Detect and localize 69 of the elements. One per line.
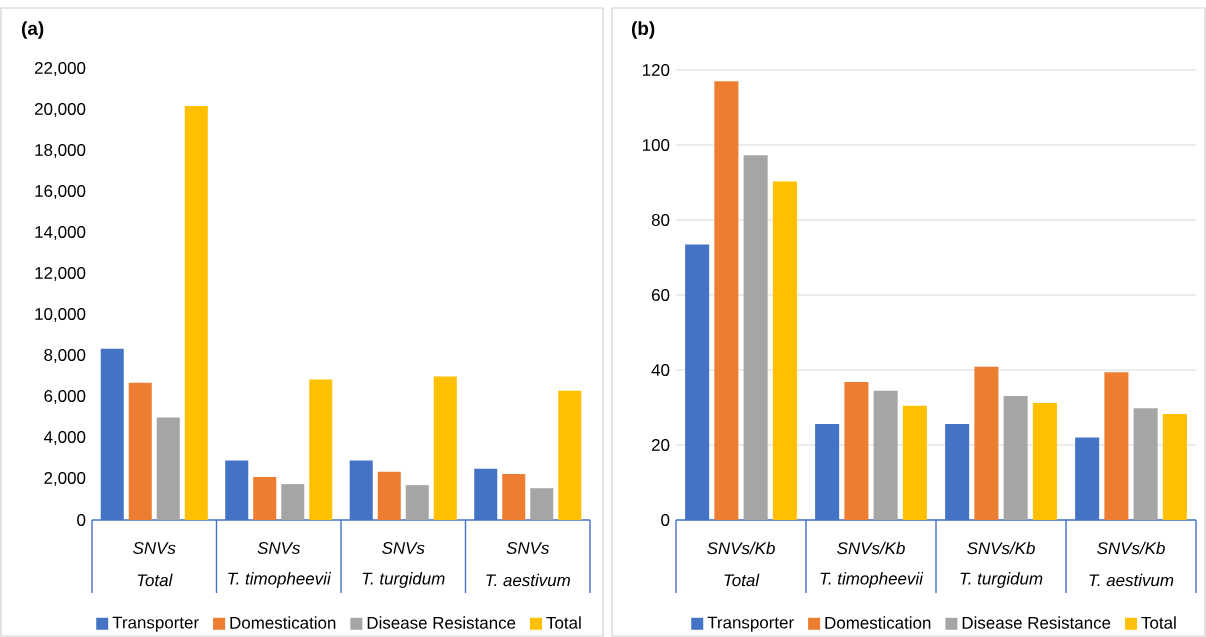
bar <box>1003 395 1028 520</box>
chart-title: (a) <box>21 21 44 39</box>
x-tick-label: T. turgidum <box>362 572 445 588</box>
bar <box>902 405 927 520</box>
legend-label: Disease Resistance <box>962 616 1111 629</box>
y-tick-label: 100 <box>642 139 670 151</box>
y-tick-label: 40 <box>651 364 670 376</box>
text: SNVs <box>506 542 550 554</box>
x-tick-label: Total <box>724 573 760 587</box>
text: SNVs/Kb <box>837 541 905 555</box>
y-tick-label: 18,000 <box>35 144 86 158</box>
y-tick-label: 14,000 <box>35 226 86 240</box>
bar <box>502 473 526 520</box>
bar <box>184 105 208 520</box>
bar <box>156 417 180 520</box>
x-tick-label: T. timopheevii <box>228 572 332 588</box>
y-tick-label: 8,000 <box>44 349 86 363</box>
y-tick-label: 10,000 <box>35 308 86 322</box>
bar <box>873 390 898 520</box>
legend-label: Transporter <box>707 616 794 632</box>
y-tick-label: 60 <box>652 289 670 301</box>
text: SNVs <box>133 542 176 554</box>
bar <box>844 382 869 520</box>
bar <box>558 390 582 520</box>
bar <box>1104 372 1129 520</box>
y-tick-label: 0 <box>77 514 86 526</box>
y-tick-label: 12,000 <box>35 267 86 281</box>
legend-label: Total <box>1141 616 1176 629</box>
bar <box>405 485 429 520</box>
bar <box>714 81 739 520</box>
y-tick-label: 4,000 <box>43 431 86 445</box>
x-tick-label: Total <box>137 573 173 587</box>
bar <box>433 376 457 520</box>
bar <box>1162 413 1187 520</box>
y-tick-label: 22,000 <box>35 62 86 76</box>
y-tick-label: 6,000 <box>44 390 86 404</box>
text: SNVs/Kb <box>1097 541 1165 555</box>
bar <box>309 379 333 520</box>
text: SNVs/Kb <box>707 541 775 555</box>
y-tick-label: 0 <box>661 514 670 526</box>
bar <box>772 181 797 520</box>
y-tick-label: 20,000 <box>35 103 86 117</box>
bar <box>377 471 401 520</box>
bar <box>253 476 277 520</box>
y-tick-label: 80 <box>651 214 670 226</box>
x-tick-label: T. timopheevii <box>820 572 924 588</box>
y-tick-label: 20 <box>651 439 670 451</box>
y-tick-label: 16,000 <box>35 185 86 199</box>
bar <box>743 155 768 520</box>
y-tick-label: 2,000 <box>44 472 86 486</box>
legend-label: Disease Resistance <box>367 616 516 629</box>
x-tick-label: T. aestivum <box>486 573 570 587</box>
bar <box>281 484 305 520</box>
text: SNVs <box>257 542 301 554</box>
bar <box>128 382 152 520</box>
y-tick-label: 120 <box>642 64 670 76</box>
bar <box>974 366 999 520</box>
bar <box>1133 408 1158 520</box>
bar <box>1032 403 1057 520</box>
legend-label: Total <box>546 616 581 629</box>
chart-title: (b) <box>631 21 655 39</box>
x-tick-label: T. turgidum <box>960 572 1043 588</box>
legend-label: Transporter <box>112 616 199 632</box>
text: SNVs <box>382 542 425 554</box>
legend-label: Domestication <box>825 616 931 629</box>
legend-label: Domestication <box>230 616 336 629</box>
bar <box>530 488 554 520</box>
x-tick-label: T. aestivum <box>1089 573 1174 587</box>
text: SNVs/Kb <box>967 541 1035 555</box>
